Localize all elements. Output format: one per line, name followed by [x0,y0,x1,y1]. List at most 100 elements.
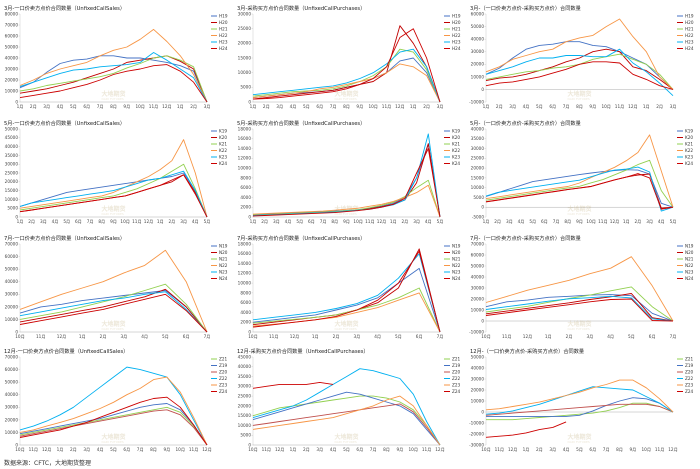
legend-label: N20 [452,250,461,255]
x-tick-label: 7月 [330,104,337,110]
y-tick-label: 60000 [5,33,19,38]
legend-label: N23 [219,270,228,275]
series-line-N20 [19,288,208,333]
chart-svg: 12月-一口价卖方点价合同数量（UnfixedCallSales） 0 10000 2… [4,347,228,453]
series-line-K21 [19,163,208,218]
series-line-H24 [252,28,441,103]
series-line-Z20 [252,403,441,446]
x-tick-label: 6月 [541,219,548,225]
x-tick-label: 1月 [483,104,490,110]
x-tick-label: 5月 [70,104,77,110]
y-tick-label: 60000 [471,11,485,16]
y-tick-label: 50000 [5,380,19,385]
legend-label: N24 [685,276,694,281]
x-tick-label: 3月 [549,447,556,453]
y-tick-label: 6000 [240,300,251,305]
x-tick-label: 9月 [110,219,117,225]
x-tick-label: 3月 [509,104,516,110]
x-tick-label: 9月 [356,104,363,110]
x-tick-label: 1月 [410,104,417,110]
x-tick-label: 2月 [635,219,642,225]
y-tick-label: 30000 [238,11,252,16]
y-tick-label: 10000 [5,88,19,93]
x-tick-label: 10月 [642,447,652,453]
x-tick-label: 12月 [42,447,52,453]
x-tick-label: 7月 [320,219,327,225]
x-tick-label: 7月 [97,104,104,110]
y-tick-label: 40000 [471,274,485,279]
legend-label: H23 [452,40,461,45]
y-tick-label: 45000 [5,135,19,140]
chart-svg: 7月-（一口价卖方点价-采购买方点价）合同数量 -10000 0 10000 20000… [469,234,694,340]
series-line-N23 [252,253,441,333]
y-tick-label: 0 [481,318,484,323]
series-line-K22 [485,134,674,208]
y-tick-label: 25000 [238,394,252,399]
series-line-Z24 [485,421,567,438]
series-line-H20 [252,25,441,103]
legend-label: Z19 [219,363,228,368]
series-line-Z21 [252,395,441,446]
chart-panel-11: 12月-采购买方点价合同数量（UnfixedCallPurchases） 0 500… [233,345,466,458]
x-tick-label: 2月 [423,104,430,110]
y-tick-label: 60000 [471,252,485,257]
y-tick-label: 40000 [471,365,485,370]
x-tick-label: 3月 [506,219,513,225]
y-tick-label: 10000 [238,281,252,286]
y-tick-label: 30000 [5,162,19,167]
watermark-logo: 大地期货 [335,320,359,328]
legend-label: K20 [452,135,460,140]
x-tick-label: 1月 [57,447,64,453]
x-tick-label: 2月 [656,104,663,110]
legend-label: N23 [452,270,461,275]
legend-label: H20 [452,20,461,25]
watermark-logo-en: DADI FUTURES [102,440,124,444]
legend-label: N19 [452,244,461,249]
y-tick-label: 0 [481,205,484,210]
x-tick-label: 5月 [63,219,70,225]
x-tick-label: 11月 [495,447,505,453]
x-tick-label: 1月 [177,104,184,110]
x-tick-label: 11月 [36,334,46,340]
y-tick-label: 0 [15,442,18,447]
y-tick-label: 20000 [238,41,252,46]
y-tick-label: -5000 [472,214,485,219]
y-tick-label: 20000 [5,77,19,82]
x-tick-label: 2月 [566,334,573,340]
x-tick-label: 1月 [17,104,24,110]
x-tick-label: 7月 [563,104,570,110]
chart-panel-5: 5月-采购买方点价合同数量（UnfixedCallPurchases） 0 2000… [233,117,466,230]
y-tick-label: 20000 [5,304,19,309]
series-line-H22 [485,18,674,90]
x-tick-label: 3月 [273,219,280,225]
y-tick-label: 60000 [5,254,19,259]
x-tick-label: 10月 [353,219,363,225]
x-tick-label: 8月 [98,219,105,225]
series-line-H24 [485,61,674,90]
y-tick-label: 70000 [5,241,19,246]
legend-label: H21 [685,27,694,32]
y-tick-label: 30000 [471,146,485,151]
series-line-Z21 [486,402,674,421]
x-tick-label: 5月 [303,104,310,110]
series-line-N22 [485,256,674,322]
y-tick-label: 40000 [238,364,252,369]
legend-label: Z23 [219,383,228,388]
x-tick-label: 12月 [508,447,518,453]
legend-label: N22 [452,263,461,268]
x-tick-label: 10月 [135,104,145,110]
x-tick-label: 4月 [518,219,525,225]
x-tick-label: 10月 [15,334,25,340]
x-tick-label: 1月 [17,219,24,225]
y-tick-label: 12000 [238,156,252,161]
legend-label: N24 [219,276,228,281]
watermark-logo-en: DADI FUTURES [102,212,124,216]
chart-title: 7月-一口价卖方点价合同数量（UnfixedCallSales） [4,234,125,242]
x-tick-label: 12月 [57,334,67,340]
x-tick-label: 12月 [668,447,678,453]
chart-svg: 5月-采购买方点价合同数量（UnfixedCallPurchases） 0 2000… [237,119,460,225]
chart-title: 7月-采购买方点价合同数量（UnfixedCallPurchases） [237,234,365,242]
x-tick-label: 1月 [157,219,164,225]
x-tick-label: 7月 [204,334,211,340]
